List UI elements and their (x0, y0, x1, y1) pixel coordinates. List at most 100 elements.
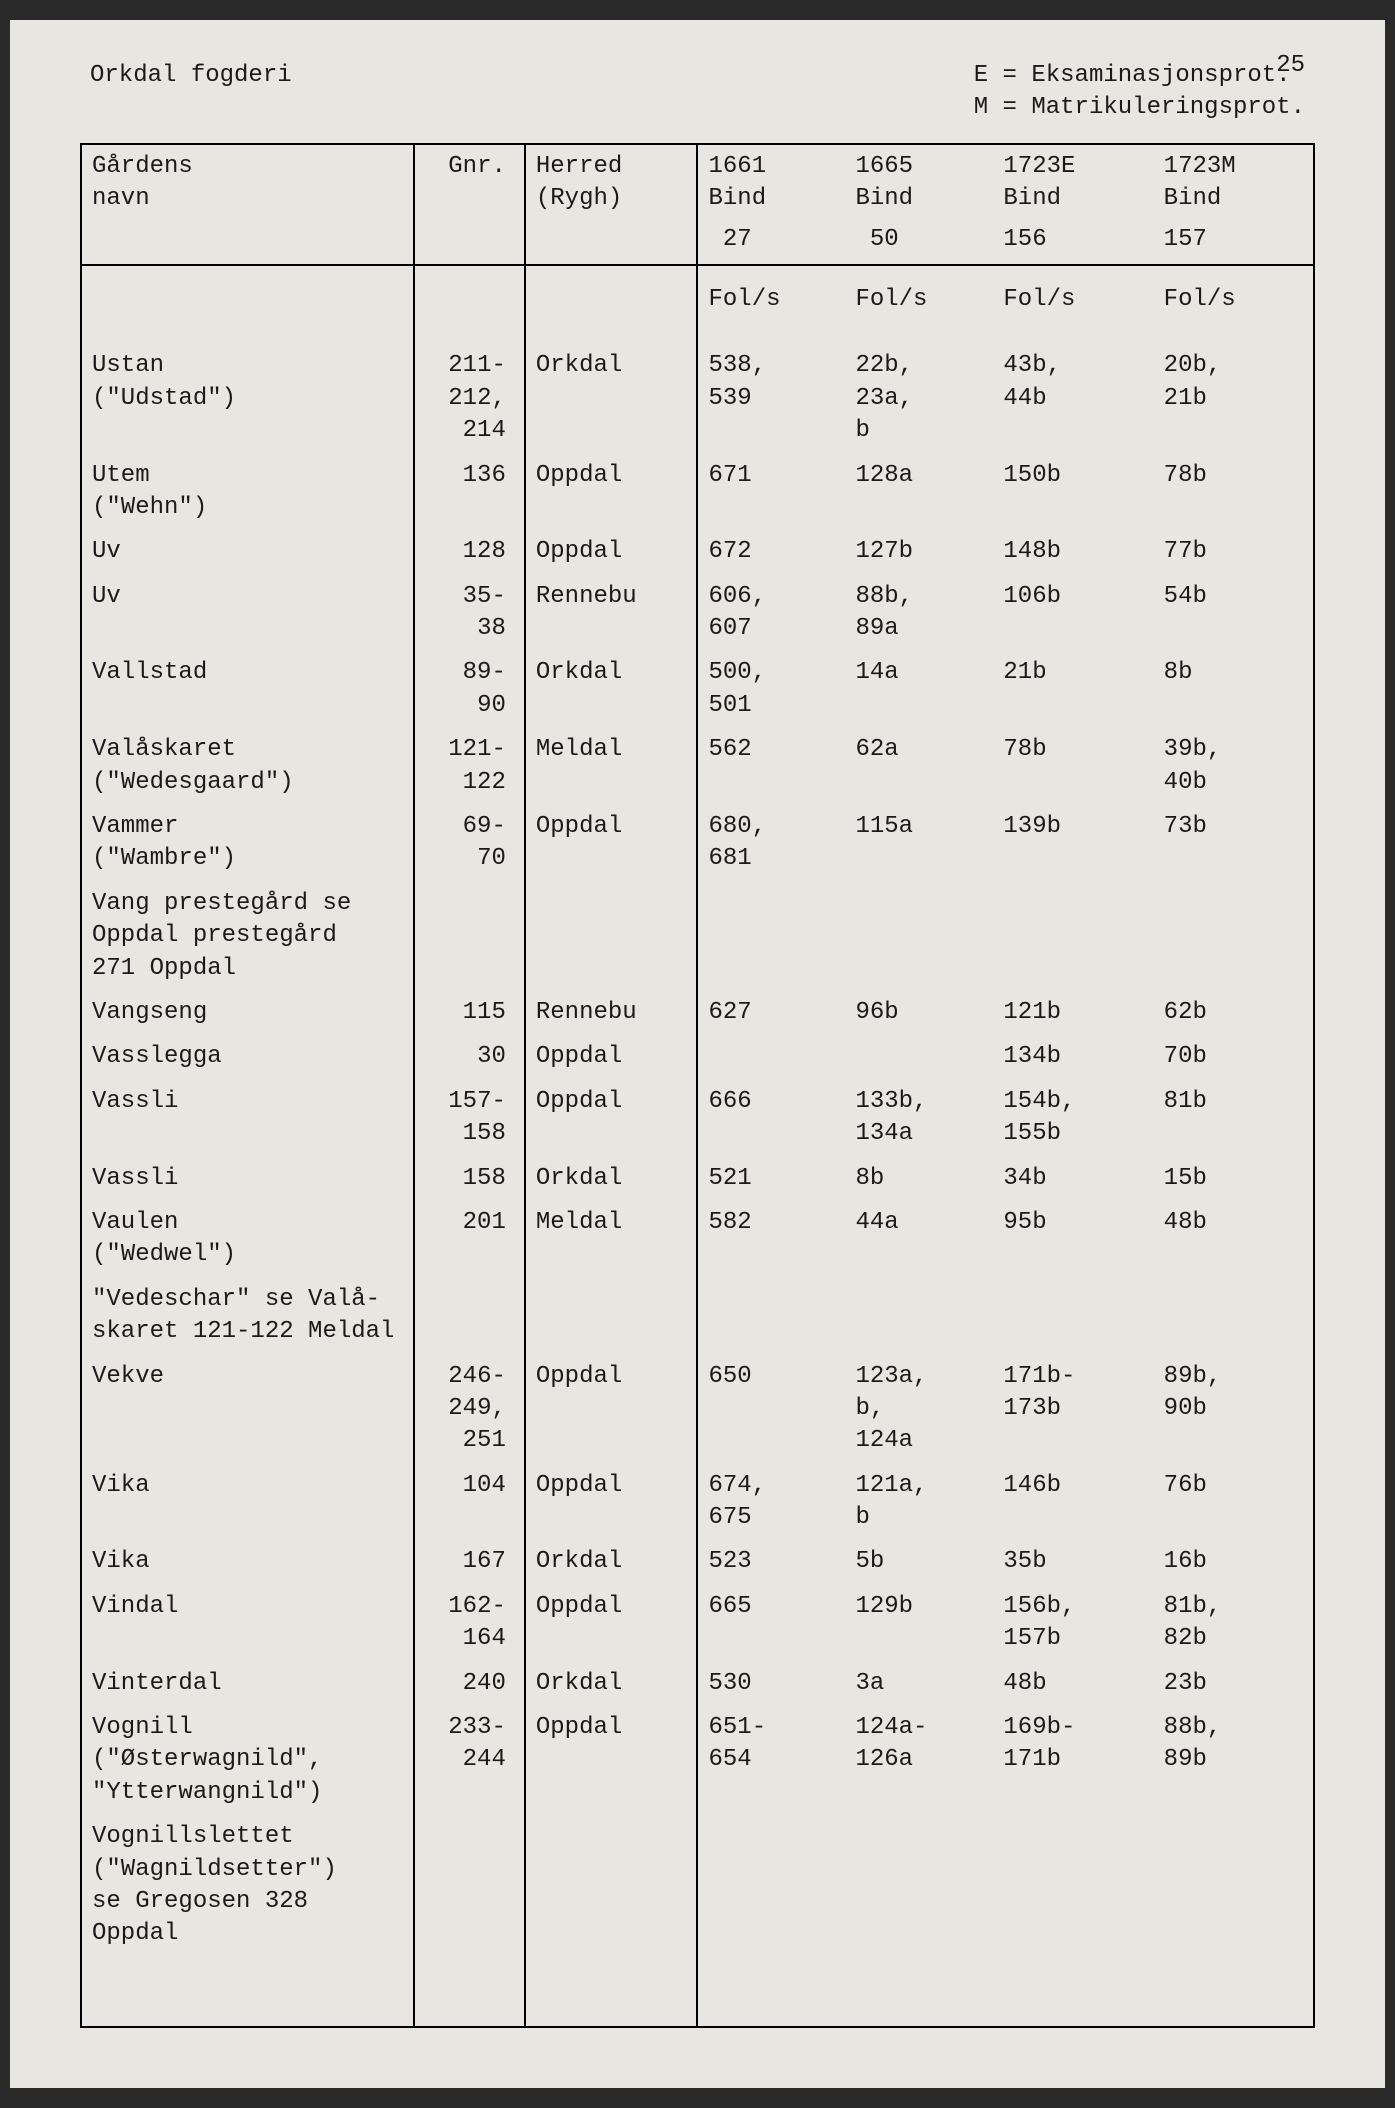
bind-label: Bind (855, 185, 913, 212)
cell-1723e: 78b (993, 728, 1153, 805)
cell-herred (525, 882, 698, 991)
cell-gnr: 233- 244 (414, 1706, 525, 1815)
cell-1661: 538, 539 (697, 344, 845, 453)
col-header-1723m: 1723M Bind (1154, 144, 1314, 222)
cell-1665 (845, 882, 993, 991)
cell-gnr: 211- 212, 214 (414, 344, 525, 453)
col-header-gnr: Gnr. (414, 144, 525, 222)
cell-herred: Oppdal (525, 1080, 698, 1157)
cell-name: Vika (81, 1464, 414, 1541)
bind-number: 27 (697, 222, 845, 265)
cell-1723m: 81b, 82b (1154, 1585, 1314, 1662)
cell-gnr: 69- 70 (414, 805, 525, 882)
cell-1723m: 73b (1154, 805, 1314, 882)
cell-1723m: 20b, 21b (1154, 344, 1314, 453)
cell-name: Vognillslettet ("Wagnildsetter") se Greg… (81, 1815, 414, 1957)
cell-1661: 666 (697, 1080, 845, 1157)
cell-1665: 128a (845, 454, 993, 531)
bind-label: Bind (1164, 185, 1222, 212)
cell-gnr: 240 (414, 1662, 525, 1706)
cell-1665: 88b, 89a (845, 575, 993, 652)
cell-1661: 500, 501 (697, 651, 845, 728)
cell-1723e (993, 882, 1153, 991)
table-row: Vekve246- 249, 251Oppdal650123a, b, 124a… (81, 1355, 1314, 1464)
cell-herred: Meldal (525, 1201, 698, 1278)
cell-name: Ustan ("Udstad") (81, 344, 414, 453)
cell-1723m: 77b (1154, 530, 1314, 574)
bind-number: 50 (845, 222, 993, 265)
cell-1661: 651- 654 (697, 1706, 845, 1815)
cell-1723e: 121b (993, 991, 1153, 1035)
cell-1723m: 54b (1154, 575, 1314, 652)
legend: E = Eksaminasjonsprot. M = Matrikulering… (974, 60, 1305, 125)
table-row: Vinterdal240Orkdal5303a48b23b (81, 1662, 1314, 1706)
table-row: "Vedeschar" se Valå- skaret 121-122 Meld… (81, 1278, 1314, 1355)
col-header-1665: 1665 Bind (845, 144, 993, 222)
region-title: Orkdal fogderi (90, 60, 292, 125)
cell-1665: 22b, 23a, b (845, 344, 993, 453)
cell-name: Vasslegga (81, 1035, 414, 1079)
cell-gnr (414, 1278, 525, 1355)
cell-1723e: 35b (993, 1540, 1153, 1584)
cell-1665: 3a (845, 1662, 993, 1706)
table-row: Vognillslettet ("Wagnildsetter") se Greg… (81, 1815, 1314, 1957)
cell-1723m: 48b (1154, 1201, 1314, 1278)
cell-gnr: 162- 164 (414, 1585, 525, 1662)
cell-herred: Orkdal (525, 1662, 698, 1706)
cell-1665: 5b (845, 1540, 993, 1584)
cell-name: Vassli (81, 1080, 414, 1157)
cell-name: Vekve (81, 1355, 414, 1464)
table-row: Vammer ("Wambre")69- 70Oppdal680, 681115… (81, 805, 1314, 882)
cell-1723e: 171b- 173b (993, 1355, 1153, 1464)
table-row: Vassli157- 158Oppdal666133b, 134a154b, 1… (81, 1080, 1314, 1157)
cell-1665: 123a, b, 124a (845, 1355, 993, 1464)
bind-label: Bind (708, 185, 766, 212)
year-label: 1661 (708, 153, 766, 180)
page-number: 25 (1276, 50, 1305, 82)
table-row: Uv128Oppdal672127b148b77b (81, 530, 1314, 574)
cell-herred: Oppdal (525, 1355, 698, 1464)
cell-gnr: 115 (414, 991, 525, 1035)
cell-herred: Orkdal (525, 1540, 698, 1584)
cell-gnr: 158 (414, 1157, 525, 1201)
bind-label: Bind (1003, 185, 1061, 212)
cell-1661: 680, 681 (697, 805, 845, 882)
cell-1661 (697, 1815, 845, 1957)
cell-gnr: 35- 38 (414, 575, 525, 652)
farms-table: Gårdens navn Gnr. Herred (Rygh) 1661 Bin… (80, 143, 1315, 2028)
table-row: Valåskaret ("Wedesgaard")121- 122Meldal5… (81, 728, 1314, 805)
cell-gnr: 104 (414, 1464, 525, 1541)
cell-1661: 530 (697, 1662, 845, 1706)
cell-1723m (1154, 1278, 1314, 1355)
cell-name: Vassli (81, 1157, 414, 1201)
cell-1723m: 76b (1154, 1464, 1314, 1541)
cell-gnr (414, 882, 525, 991)
table-row: Vallstad89- 90Orkdal500, 50114a21b8b (81, 651, 1314, 728)
cell-name: Vang prestegård se Oppdal prestegård 271… (81, 882, 414, 991)
table-row: Vaulen ("Wedwel")201Meldal58244a95b48b (81, 1201, 1314, 1278)
cell-name: Vallstad (81, 651, 414, 728)
cell-name: Vaulen ("Wedwel") (81, 1201, 414, 1278)
cell-herred (525, 1815, 698, 1957)
table-row: Vika104Oppdal674, 675121a, b146b76b (81, 1464, 1314, 1541)
cell-herred: Meldal (525, 728, 698, 805)
table-row: Vasslegga30Oppdal134b70b (81, 1035, 1314, 1079)
cell-1661: 671 (697, 454, 845, 531)
cell-herred: Oppdal (525, 530, 698, 574)
cell-1661: 562 (697, 728, 845, 805)
cell-herred (525, 1278, 698, 1355)
fol-label: Fol/s (845, 265, 993, 344)
cell-1661 (697, 1278, 845, 1355)
col-header-1661: 1661 Bind (697, 144, 845, 222)
cell-1723m: 81b (1154, 1080, 1314, 1157)
table-row: Utem ("Wehn")136Oppdal671128a150b78b (81, 454, 1314, 531)
cell-1723e: 134b (993, 1035, 1153, 1079)
cell-gnr: 121- 122 (414, 728, 525, 805)
cell-1723m: 16b (1154, 1540, 1314, 1584)
cell-name: Uv (81, 530, 414, 574)
cell-1723e: 150b (993, 454, 1153, 531)
cell-herred: Oppdal (525, 1706, 698, 1815)
table-row: Vassli158Orkdal5218b34b15b (81, 1157, 1314, 1201)
spacer-row (81, 1957, 1314, 2027)
cell-gnr: 30 (414, 1035, 525, 1079)
